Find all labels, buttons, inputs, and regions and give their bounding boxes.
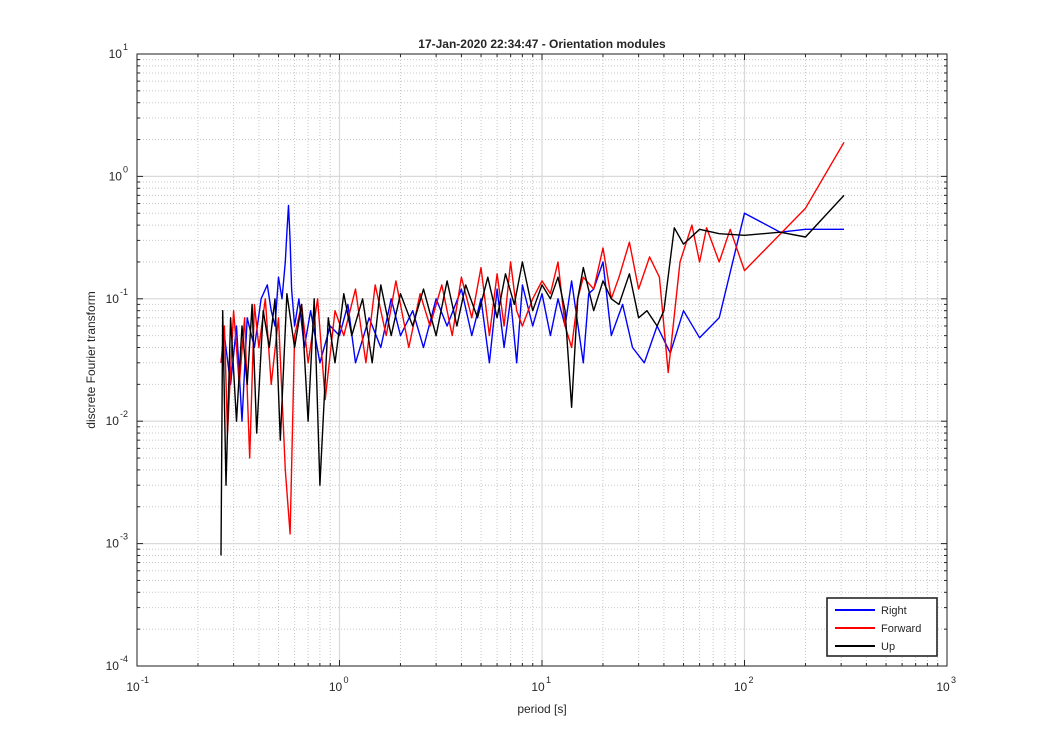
x-tick-label: 10 xyxy=(734,680,748,694)
y-tick-label: 10 xyxy=(106,659,120,673)
x-tick-label: 10 xyxy=(936,680,950,694)
plot-area xyxy=(136,53,948,667)
x-tick-label: 10 xyxy=(329,680,343,694)
y-tick-label: 10 xyxy=(109,47,123,61)
x-tick-exponent: 2 xyxy=(749,675,754,685)
series-line-right xyxy=(220,204,844,422)
y-tick-exponent: 0 xyxy=(123,164,128,174)
tick-marks xyxy=(136,53,948,667)
x-tick-label: 10 xyxy=(126,680,140,694)
chart-title: 17-Jan-2020 22:34:47 - Orientation modul… xyxy=(418,37,666,51)
y-tick-exponent: -4 xyxy=(120,654,128,664)
series-line-forward xyxy=(220,141,845,535)
legend-label-up: Up xyxy=(881,641,895,653)
y-tick-exponent: -2 xyxy=(120,409,128,419)
legend-label-forward: Forward xyxy=(881,623,921,635)
x-tick-label: 10 xyxy=(531,680,545,694)
legend-label-right: Right xyxy=(881,605,907,617)
y-axis-label: discrete Fourier transform xyxy=(84,291,98,428)
y-tick-exponent: -1 xyxy=(120,287,128,297)
legend: Right Forward Up xyxy=(826,597,938,657)
y-tick-label: 10 xyxy=(106,537,120,551)
x-tick-exponent: 3 xyxy=(951,675,956,685)
x-axis-label: period [s] xyxy=(517,702,566,716)
y-tick-exponent: -3 xyxy=(120,532,128,542)
y-tick-exponent: 1 xyxy=(123,42,128,52)
series-layer xyxy=(220,141,845,556)
y-tick-label: 10 xyxy=(106,414,120,428)
x-tick-exponent: 0 xyxy=(344,675,349,685)
y-tick-label: 10 xyxy=(106,292,120,306)
series-line-up xyxy=(220,194,845,556)
y-tick-label: 10 xyxy=(109,169,123,183)
x-tick-labels: 10 -1 10 0 10 1 10 2 10 3 xyxy=(126,675,956,694)
x-tick-exponent: -1 xyxy=(141,675,149,685)
x-tick-exponent: 1 xyxy=(546,675,551,685)
